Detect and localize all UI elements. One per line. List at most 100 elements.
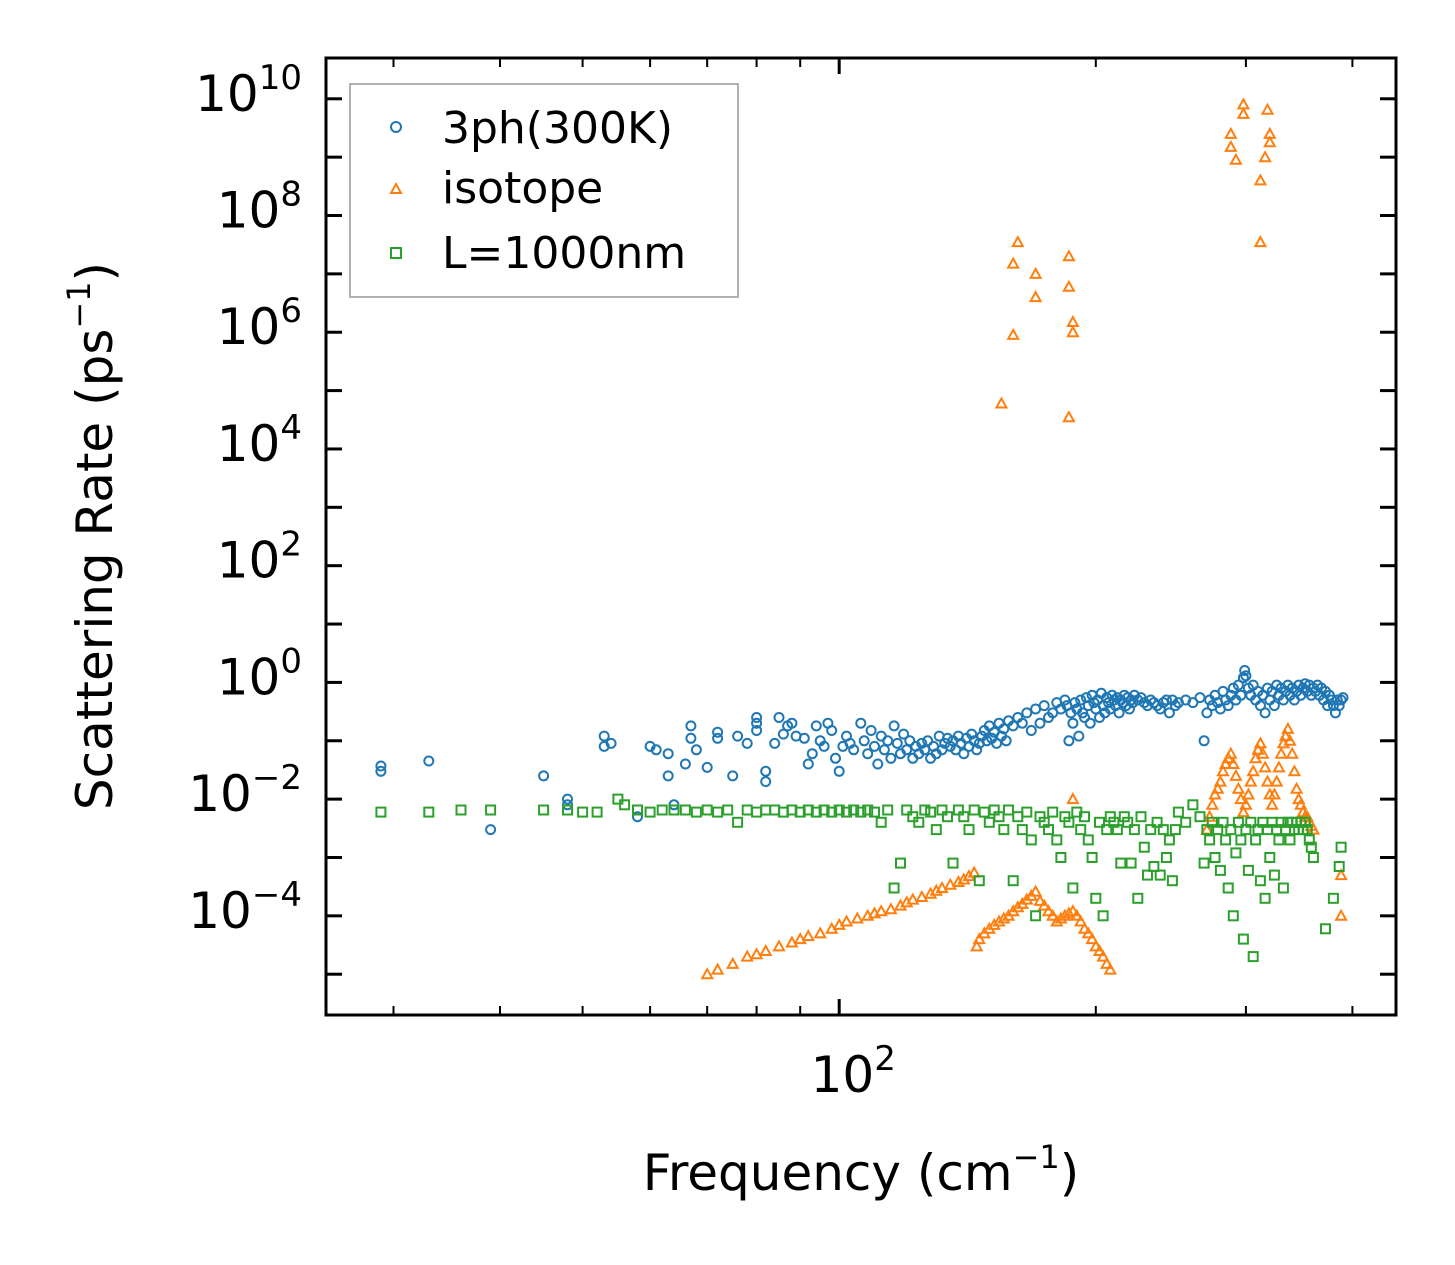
point-l1000nm bbox=[562, 804, 573, 816]
point-isotope bbox=[1334, 868, 1348, 881]
point-3ph bbox=[818, 740, 830, 752]
point-3ph bbox=[1259, 707, 1271, 719]
point-isotope bbox=[1270, 774, 1284, 787]
point-l1000nm bbox=[895, 857, 906, 869]
point-l1000nm bbox=[1284, 834, 1296, 846]
point-l1000nm bbox=[882, 804, 894, 816]
legend-label-isotope: isotope bbox=[442, 163, 603, 214]
point-3ph bbox=[1016, 717, 1028, 729]
point-l1000nm bbox=[690, 806, 702, 818]
point-isotope bbox=[1213, 774, 1228, 787]
legend: 3ph(300K) isotope L=1000nm bbox=[349, 83, 739, 298]
axis-ticks bbox=[326, 58, 1396, 1015]
point-isotope bbox=[1272, 760, 1286, 773]
point-isotope bbox=[1028, 290, 1043, 303]
point-3ph bbox=[1268, 700, 1280, 712]
point-isotope bbox=[772, 939, 786, 952]
point-3ph bbox=[882, 735, 894, 747]
point-l1000nm bbox=[968, 804, 980, 816]
point-3ph bbox=[423, 755, 435, 767]
y-tick-label-base: 10 bbox=[195, 65, 259, 123]
point-l1000nm bbox=[862, 804, 874, 816]
point-isotope bbox=[1103, 962, 1117, 975]
point-3ph bbox=[916, 737, 928, 749]
series-2 bbox=[375, 793, 1347, 963]
point-3ph bbox=[878, 744, 890, 756]
point-isotope bbox=[1285, 746, 1299, 759]
y-tick-label: 102 bbox=[217, 525, 302, 590]
point-isotope bbox=[1062, 906, 1076, 919]
x-tick-label: 102 bbox=[811, 1039, 896, 1104]
point-3ph bbox=[1069, 697, 1081, 709]
point-3ph bbox=[872, 758, 884, 770]
point-l1000nm bbox=[1299, 816, 1311, 828]
point-3ph bbox=[662, 748, 674, 760]
point-isotope bbox=[1263, 135, 1277, 148]
point-3ph bbox=[1337, 692, 1349, 704]
point-3ph bbox=[1084, 717, 1096, 729]
point-3ph bbox=[1073, 730, 1085, 742]
point-isotope bbox=[1251, 742, 1265, 755]
point-3ph bbox=[679, 758, 691, 770]
point-l1000nm bbox=[1154, 869, 1166, 881]
point-isotope bbox=[1011, 235, 1025, 248]
point-isotope bbox=[943, 877, 957, 890]
point-l1000nm bbox=[1307, 852, 1319, 863]
point-isotope bbox=[1081, 926, 1095, 939]
y-tick-label-base: 10 bbox=[188, 882, 252, 940]
point-l1000nm bbox=[1245, 816, 1257, 828]
point-isotope bbox=[1033, 893, 1047, 906]
point-3ph bbox=[650, 744, 662, 756]
point-l1000nm bbox=[907, 811, 919, 823]
point-l1000nm bbox=[619, 799, 631, 811]
point-l1000nm bbox=[455, 804, 467, 816]
y-tick-label-exp: 2 bbox=[280, 525, 302, 565]
point-isotope bbox=[850, 911, 864, 924]
point-3ph bbox=[538, 770, 550, 782]
x-axis-label-sup: −1 bbox=[1013, 1138, 1060, 1176]
point-l1000nm bbox=[1163, 834, 1175, 846]
point-isotope bbox=[1006, 327, 1020, 340]
point-3ph bbox=[798, 732, 810, 744]
point-l1000nm bbox=[722, 804, 734, 816]
point-3ph bbox=[1160, 694, 1172, 706]
point-3ph bbox=[998, 723, 1010, 735]
point-isotope bbox=[793, 932, 807, 945]
point-l1000nm bbox=[869, 806, 880, 818]
point-l1000nm bbox=[1055, 852, 1067, 863]
point-isotope bbox=[935, 880, 949, 893]
y-tick-label: 1010 bbox=[195, 58, 302, 123]
point-isotope bbox=[1239, 797, 1253, 810]
point-l1000nm bbox=[848, 804, 860, 816]
point-l1000nm bbox=[1115, 857, 1127, 869]
point-3ph bbox=[1034, 717, 1046, 729]
point-l1000nm bbox=[1225, 824, 1237, 836]
point-3ph bbox=[786, 717, 798, 729]
point-isotope bbox=[1226, 756, 1240, 769]
legend-marker-isotope bbox=[389, 181, 403, 194]
point-3ph bbox=[751, 712, 763, 723]
point-3ph bbox=[1198, 735, 1210, 747]
point-isotope bbox=[749, 947, 764, 960]
point-l1000nm bbox=[644, 806, 656, 818]
point-l1000nm bbox=[1232, 816, 1244, 828]
point-l1000nm bbox=[1169, 824, 1181, 836]
point-l1000nm bbox=[1235, 834, 1247, 846]
point-l1000nm bbox=[1079, 811, 1090, 823]
point-l1000nm bbox=[1086, 852, 1098, 863]
point-isotope bbox=[1274, 746, 1288, 759]
y-tick-label-exp: 0 bbox=[280, 641, 302, 681]
point-isotope bbox=[1070, 908, 1084, 921]
point-isotope bbox=[1289, 781, 1304, 794]
point-l1000nm bbox=[591, 806, 603, 818]
point-l1000nm bbox=[841, 806, 852, 818]
legend-label-3ph: 3ph(300K) bbox=[442, 103, 673, 154]
point-3ph bbox=[1075, 694, 1087, 706]
y-axis-label-end: ) bbox=[66, 262, 124, 282]
point-3ph bbox=[922, 735, 934, 747]
point-l1000nm bbox=[1063, 816, 1075, 828]
point-isotope bbox=[1224, 139, 1238, 152]
y-tick-label-base: 10 bbox=[217, 298, 281, 356]
point-isotope bbox=[1334, 908, 1348, 921]
point-l1000nm bbox=[1016, 824, 1028, 836]
